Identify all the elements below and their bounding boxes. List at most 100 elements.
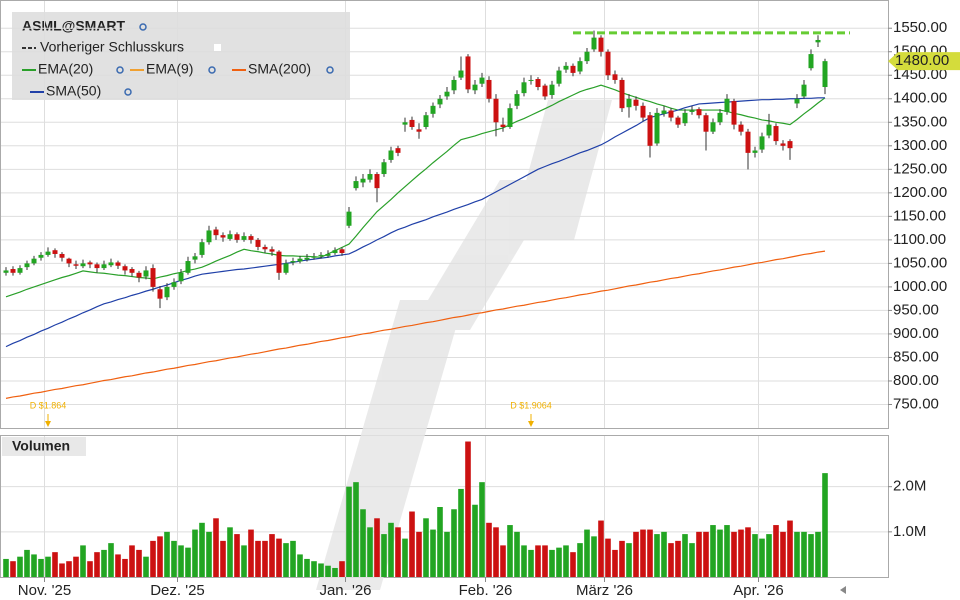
volume-bar <box>171 540 177 577</box>
volume-bar <box>374 518 380 577</box>
volume-bar <box>325 565 331 577</box>
volume-bar <box>80 545 86 577</box>
candle-body <box>766 124 772 136</box>
candle-body <box>52 250 58 254</box>
volume-bar <box>31 554 37 577</box>
y-tick-label: 1100.00 <box>893 231 946 248</box>
volume-bar <box>94 552 100 577</box>
candle-body <box>521 82 527 94</box>
candle-body <box>563 65 569 70</box>
candle-body <box>388 150 394 160</box>
volume-bar <box>122 558 128 577</box>
y-tick-label: 1350.00 <box>893 113 947 130</box>
volume-bar <box>661 531 667 577</box>
candle-body <box>101 264 107 269</box>
volume-bar <box>570 552 576 577</box>
y-tick-label: 1250.00 <box>893 160 947 177</box>
watermark-shape <box>316 300 464 590</box>
candle-body <box>479 77 485 84</box>
candle-body <box>535 79 541 88</box>
volume-bar <box>780 531 786 577</box>
legend-settings[interactable] <box>326 66 334 74</box>
candle-body <box>241 236 247 240</box>
volume-bar <box>10 561 16 577</box>
candle-body <box>703 115 709 132</box>
volume-bar <box>696 531 702 577</box>
legend-settings[interactable] <box>124 88 132 96</box>
candle-body <box>192 256 198 260</box>
volume-bar <box>157 536 163 577</box>
dividend-label: D $1.864 <box>30 400 67 410</box>
scroll-arrow[interactable] <box>840 586 846 594</box>
candle-body <box>738 124 744 132</box>
volume-bar <box>689 543 695 577</box>
volume-bar <box>528 549 534 577</box>
volume-bar <box>52 552 58 577</box>
volume-bar <box>745 527 751 577</box>
legend-box <box>12 12 350 100</box>
volume-bar <box>423 518 429 577</box>
volume-bar <box>710 525 716 577</box>
legend-settings[interactable] <box>116 66 124 74</box>
candle-body <box>45 251 51 255</box>
candle-body <box>122 266 128 271</box>
candle-body <box>661 110 667 114</box>
candle-body <box>808 54 814 69</box>
legend-settings[interactable] <box>139 23 147 31</box>
volume-bar <box>787 520 793 577</box>
candle-body <box>752 150 758 153</box>
legend-settings[interactable] <box>208 66 216 74</box>
candle-body <box>311 256 317 258</box>
candle-body <box>717 112 723 123</box>
candle-body <box>731 101 737 125</box>
candle-body <box>458 70 464 78</box>
candle-body <box>157 289 163 299</box>
volume-bar <box>591 536 597 577</box>
volume-bar <box>633 531 639 577</box>
candle-body <box>745 131 751 153</box>
legend-label: EMA(9) <box>146 61 193 77</box>
candle-body <box>444 91 450 97</box>
volume-bar <box>38 558 44 577</box>
candle-body <box>136 272 142 278</box>
candle-body <box>668 110 674 118</box>
volume-bar <box>724 525 730 577</box>
candle-body <box>94 264 100 269</box>
volume-bar <box>304 558 310 577</box>
last-price-badge <box>888 52 960 71</box>
candle-body <box>269 249 275 252</box>
y-tick-label: 800.00 <box>893 372 939 389</box>
candle-body <box>822 61 828 88</box>
volume-bar <box>192 529 198 577</box>
x-tick-label: Dez. '25 <box>150 582 205 599</box>
candle-body <box>283 263 289 273</box>
candle-body <box>801 84 807 97</box>
candle-body <box>605 51 611 76</box>
volume-bar <box>556 547 562 577</box>
legend-toggle[interactable] <box>214 44 221 51</box>
candle-body <box>724 98 730 112</box>
volume-bar <box>360 509 366 577</box>
dividend-arrow-head <box>45 421 51 427</box>
volume-bar <box>535 545 541 577</box>
candle-body <box>150 268 156 287</box>
candle-body <box>787 141 793 149</box>
candle-body <box>360 178 366 183</box>
candle-body <box>178 272 184 282</box>
candle-body <box>290 261 296 263</box>
legend-label: Vorheriger Schlusskurs <box>40 39 184 55</box>
candle-body <box>451 79 457 91</box>
y-tick-label: 1450.00 <box>893 66 947 83</box>
y-tick-label: 1550.00 <box>893 19 947 36</box>
chart-title: ASML@SMART <box>22 18 126 34</box>
volume-bar <box>297 554 303 577</box>
volume-bar <box>584 529 590 577</box>
candle-body <box>409 119 415 127</box>
volume-bar <box>542 545 548 577</box>
volume-bar <box>220 540 226 577</box>
candle-body <box>129 269 135 273</box>
volume-bar <box>668 543 674 577</box>
candle-body <box>10 269 16 273</box>
volume-bar <box>143 556 149 577</box>
volume-bar <box>129 545 135 577</box>
